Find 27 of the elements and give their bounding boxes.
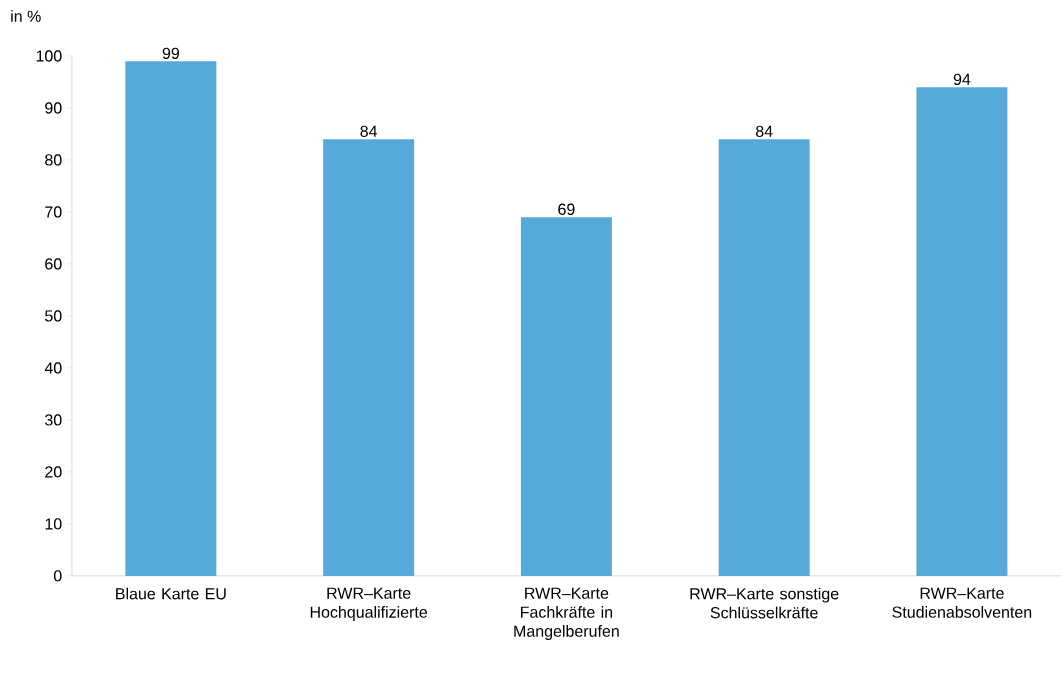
y-axis-title: in % (11, 10, 41, 22)
y-tick-label: 20 (45, 466, 62, 478)
y-tick-label: 100 (36, 50, 62, 62)
y-tick-label: 0 (53, 570, 62, 582)
data-label: 84 (755, 125, 773, 138)
y-tick-label: 50 (45, 310, 62, 322)
data-label: 84 (360, 125, 378, 138)
bar (323, 139, 415, 576)
bar (520, 217, 612, 576)
bar (718, 139, 810, 576)
y-tick-label: 10 (45, 518, 62, 530)
y-tick-label: 90 (45, 102, 62, 114)
x-tick-label: Blaue Karte EU (116, 587, 226, 600)
y-tick-label: 60 (45, 258, 62, 270)
y-tick-label: 30 (45, 414, 62, 426)
x-tick-label: RWR–Karte Hochqualifizierte (310, 587, 428, 622)
data-label: 99 (162, 47, 180, 60)
bar (125, 61, 217, 576)
bar (916, 87, 1008, 576)
y-tick-label: 70 (45, 206, 62, 218)
x-tick-label: RWR–Karte sonstige Schlüsselkräfte (690, 587, 839, 619)
y-tick-label: 40 (44, 362, 62, 374)
y-tick-label: 80 (45, 154, 62, 166)
x-tick-label: RWR–Karte Studienabsolventen (892, 587, 1032, 618)
x-tick-label: RWR–Karte Fachkräfte in Mangelberufen (514, 587, 619, 641)
data-label: 69 (558, 203, 575, 216)
data-label: 94 (953, 73, 971, 86)
